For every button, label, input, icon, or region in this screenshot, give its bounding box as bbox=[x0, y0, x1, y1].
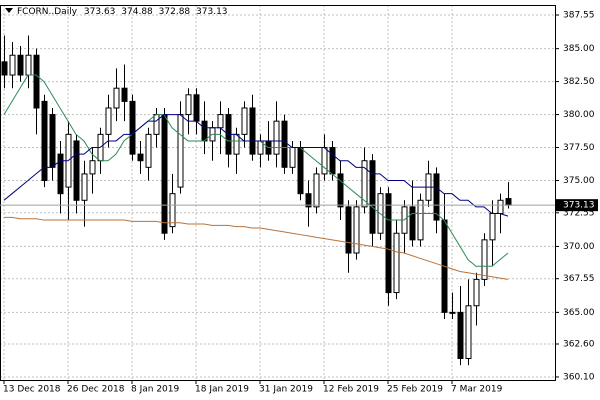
candle-body bbox=[305, 193, 312, 208]
x-tick-label: 13 Dec 2018 bbox=[3, 385, 61, 395]
candle-body bbox=[289, 147, 296, 168]
candle-body bbox=[201, 120, 208, 142]
candle-body bbox=[473, 278, 480, 307]
candle-body bbox=[409, 206, 416, 241]
candle-body bbox=[249, 107, 256, 155]
candle-body bbox=[481, 239, 488, 280]
y-tick-label: 367.55 bbox=[563, 274, 595, 284]
candle-body bbox=[49, 114, 56, 168]
candle-body bbox=[505, 198, 512, 206]
price-label-box bbox=[556, 199, 598, 212]
candle-body bbox=[393, 232, 400, 294]
header-close: 373.13 bbox=[196, 7, 228, 17]
candle-body bbox=[361, 160, 368, 208]
y-tick-label: 377.50 bbox=[563, 143, 595, 153]
plot-frame bbox=[0, 5, 556, 381]
y-tick-label: 372.55 bbox=[563, 208, 595, 218]
candle-body bbox=[433, 173, 440, 221]
header-open: 373.63 bbox=[84, 7, 116, 17]
y-tick-label: 387.55 bbox=[563, 11, 595, 21]
candle-body bbox=[81, 173, 88, 201]
candle-body bbox=[57, 153, 64, 195]
candle-body bbox=[9, 54, 16, 76]
y-tick-label: 360.10 bbox=[563, 372, 595, 382]
candle-body bbox=[193, 94, 200, 122]
moving-average bbox=[3, 114, 509, 217]
x-tick-label: 8 Jan 2019 bbox=[131, 385, 179, 395]
candle-body bbox=[89, 160, 96, 175]
candle-body bbox=[273, 120, 280, 155]
candle-body bbox=[465, 305, 472, 360]
candle-body bbox=[177, 114, 184, 188]
candle-body bbox=[457, 311, 464, 360]
x-tick-label: 12 Feb 2019 bbox=[323, 385, 379, 395]
y-tick-label: 385.00 bbox=[563, 44, 595, 54]
candle-body bbox=[169, 193, 176, 228]
candle-body bbox=[313, 173, 320, 208]
candle-body bbox=[185, 94, 192, 116]
candle-body bbox=[129, 100, 136, 155]
candle-body bbox=[449, 311, 456, 314]
candle-body bbox=[329, 147, 336, 175]
y-tick-label: 370.00 bbox=[563, 242, 595, 252]
candle-body bbox=[41, 100, 48, 182]
y-tick-label: 375.00 bbox=[563, 176, 595, 186]
moving-average bbox=[4, 216, 509, 280]
candle-body bbox=[417, 199, 424, 241]
x-tick-label: 18 Jan 2019 bbox=[195, 385, 249, 395]
candle-body bbox=[137, 153, 144, 162]
chart-header: FCORN..Daily 373.63 374.88 372.88 373.13 bbox=[17, 7, 228, 17]
candle-body bbox=[33, 54, 40, 109]
candle-body bbox=[321, 147, 328, 175]
candle-body bbox=[337, 173, 344, 208]
candle-body bbox=[161, 114, 168, 234]
candle-body bbox=[113, 87, 120, 109]
candle-body bbox=[241, 107, 248, 135]
candle-body bbox=[297, 147, 304, 195]
candle-body bbox=[153, 114, 160, 135]
candle-body bbox=[217, 114, 224, 129]
y-tick-label: 362.60 bbox=[563, 340, 595, 350]
candle-body bbox=[489, 212, 496, 241]
y-tick-label: 365.00 bbox=[563, 308, 595, 318]
candle-body bbox=[1, 61, 8, 76]
x-tick-label: 25 Feb 2019 bbox=[387, 385, 443, 395]
candle-body bbox=[353, 206, 360, 254]
y-tick-label: 380.00 bbox=[563, 110, 595, 120]
x-tick-label: 31 Jan 2019 bbox=[259, 385, 313, 395]
x-tick-label: 7 Mar 2019 bbox=[451, 385, 503, 395]
candle-body bbox=[73, 140, 80, 201]
menu-arrow[interactable] bbox=[5, 8, 13, 13]
candle-body bbox=[385, 193, 392, 294]
header-low: 372.88 bbox=[159, 7, 191, 17]
candle-body bbox=[121, 87, 128, 102]
candle-body bbox=[17, 54, 24, 76]
candle-body bbox=[345, 206, 352, 254]
candle-body bbox=[497, 199, 504, 214]
plot bbox=[1, 35, 512, 366]
candle-body bbox=[145, 133, 152, 168]
x-tick-label: 26 Dec 2018 bbox=[67, 385, 125, 395]
y-tick-label: 382.50 bbox=[563, 77, 595, 87]
symbol: FCORN..Daily bbox=[17, 7, 78, 17]
candle-body bbox=[233, 133, 240, 155]
header-high: 374.88 bbox=[121, 7, 153, 17]
candle-body bbox=[105, 107, 112, 135]
price-label: 373.13 bbox=[563, 201, 595, 211]
candle-body bbox=[25, 54, 32, 76]
candle-body bbox=[281, 120, 288, 168]
candle-body bbox=[369, 160, 376, 234]
